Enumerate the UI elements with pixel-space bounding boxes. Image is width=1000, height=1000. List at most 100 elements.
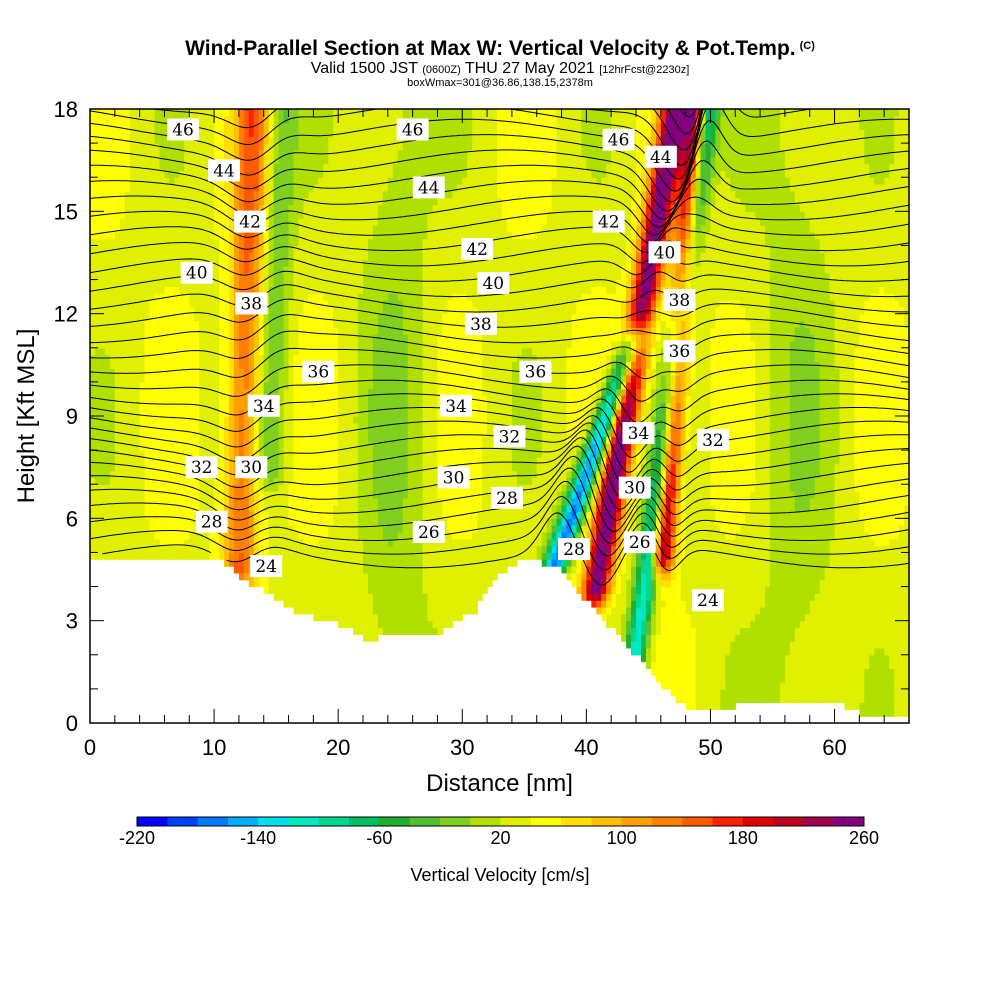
velocity-cell [382, 593, 389, 601]
velocity-cell [119, 511, 126, 519]
velocity-cell [422, 272, 429, 281]
velocity-cell [229, 143, 235, 151]
velocity-cell [377, 368, 384, 376]
velocity-cell [293, 252, 300, 260]
velocity-cell [154, 149, 161, 158]
velocity-cell [144, 272, 151, 281]
velocity-cell [229, 306, 235, 315]
velocity-cell [224, 204, 230, 212]
velocity-cell [323, 272, 329, 281]
velocity-cell [159, 231, 166, 240]
velocity-cell [348, 552, 354, 560]
velocity-cell [278, 129, 285, 137]
velocity-cell [407, 463, 414, 472]
velocity-cell [139, 456, 146, 465]
velocity-cell [372, 109, 379, 117]
velocity-cell [258, 532, 265, 540]
velocity-cell [179, 518, 185, 526]
velocity-cell [134, 170, 141, 178]
velocity-cell [343, 156, 349, 165]
velocity-cell [427, 252, 434, 260]
velocity-cell [382, 231, 389, 240]
velocity-cell [402, 211, 409, 219]
velocity-cell [343, 402, 349, 410]
velocity-cell [363, 204, 369, 212]
velocity-cell [333, 170, 339, 178]
velocity-cell [283, 579, 290, 588]
velocity-cell [154, 375, 161, 383]
velocity-cell [224, 190, 230, 199]
velocity-cell [119, 443, 126, 451]
velocity-cell [407, 375, 414, 383]
velocity-cell [124, 354, 131, 362]
velocity-cell [154, 511, 161, 519]
velocity-cell [382, 436, 389, 444]
velocity-cell [397, 525, 404, 533]
velocity-cell [338, 211, 344, 219]
velocity-cell [139, 225, 146, 233]
velocity-cell [189, 252, 195, 260]
velocity-cell [90, 259, 96, 267]
velocity-cell [313, 143, 319, 151]
velocity-cell [343, 245, 349, 253]
velocity-cell [293, 163, 300, 171]
velocity-cell [164, 545, 171, 553]
velocity-cell [293, 511, 300, 519]
velocity-cell [95, 484, 101, 492]
velocity-cell [253, 381, 260, 390]
velocity-cell [224, 463, 230, 472]
velocity-cell [209, 327, 215, 335]
velocity-cell [129, 170, 136, 178]
velocity-cell [268, 163, 275, 171]
velocity-cell [358, 497, 364, 506]
velocity-cell [348, 416, 354, 424]
velocity-cell [288, 313, 295, 322]
velocity-cell [124, 456, 131, 465]
velocity-cell [372, 313, 379, 322]
velocity-cell [387, 334, 394, 342]
velocity-cell [174, 334, 180, 342]
velocity-cell [263, 347, 270, 356]
velocity-cell [268, 497, 275, 506]
velocity-cell [407, 620, 414, 629]
velocity-cell [154, 504, 161, 513]
velocity-cell [402, 163, 409, 171]
velocity-cell [233, 361, 240, 369]
velocity-cell [328, 177, 334, 185]
velocity-cell [407, 402, 414, 410]
velocity-cell [174, 552, 180, 560]
velocity-cell [412, 429, 419, 437]
velocity-cell [328, 538, 334, 547]
velocity-cell [417, 579, 424, 588]
velocity-cell [407, 218, 414, 226]
velocity-cell [149, 177, 156, 185]
velocity-cell [298, 231, 305, 240]
velocity-cell [199, 443, 205, 451]
velocity-cell [343, 538, 349, 547]
velocity-cell [407, 627, 414, 635]
velocity-cell [179, 381, 185, 390]
velocity-cell [219, 368, 225, 376]
velocity-cell [298, 566, 305, 574]
velocity-cell [179, 306, 185, 315]
velocity-cell [258, 368, 265, 376]
velocity-cell [288, 293, 295, 301]
velocity-cell [318, 347, 324, 356]
velocity-cell [95, 136, 101, 144]
velocity-cell [313, 532, 319, 540]
velocity-cell [338, 388, 344, 397]
velocity-cell [134, 484, 141, 492]
velocity-cell [328, 381, 334, 390]
velocity-cell [209, 416, 215, 424]
velocity-cell [114, 470, 121, 478]
velocity-cell [348, 532, 354, 540]
velocity-cell [224, 443, 230, 451]
velocity-cell [278, 245, 285, 253]
velocity-cell [417, 402, 424, 410]
velocity-cell [278, 286, 285, 294]
velocity-cell [293, 532, 300, 540]
velocity-cell [303, 586, 309, 594]
velocity-cell [427, 600, 434, 608]
velocity-cell [358, 470, 364, 478]
velocity-cell [114, 156, 121, 165]
